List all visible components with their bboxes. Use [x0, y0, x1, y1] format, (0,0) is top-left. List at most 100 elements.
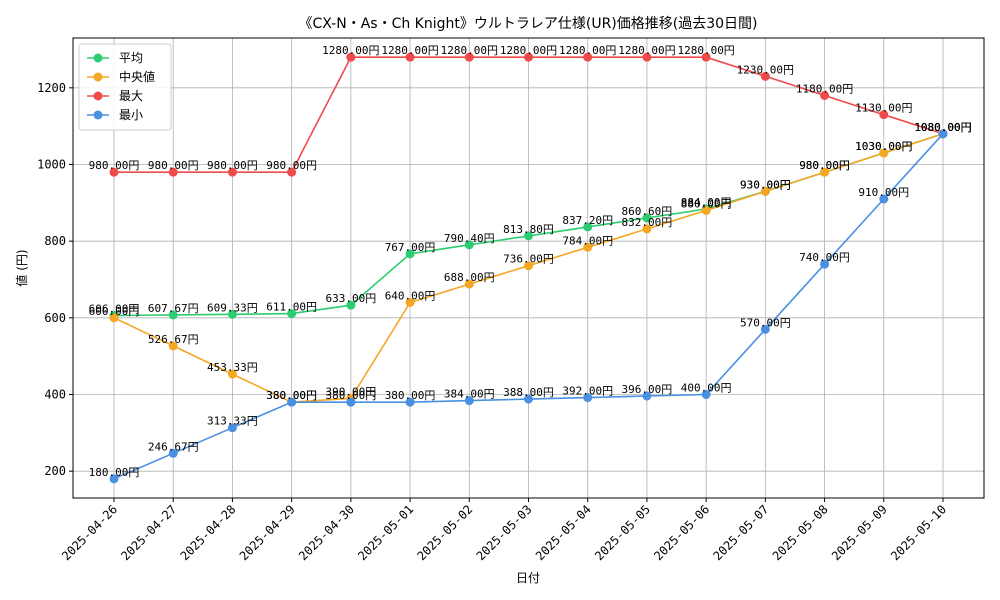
data-label: 740.00円 [799, 251, 850, 264]
data-point [524, 231, 533, 241]
y-tick-label: 600 [44, 311, 66, 325]
data-label: 1080.00円 [914, 121, 971, 134]
data-label: 1280.00円 [441, 44, 498, 57]
data-label: 180.00円 [89, 466, 140, 479]
legend-box [78, 43, 172, 131]
data-label: 1280.00円 [381, 44, 438, 57]
x-tick-label: 2025-05-07 [710, 502, 771, 563]
data-point [346, 300, 356, 310]
axes: 200 400 600 800 1000 1200 2025-04-262025-04-27… [37, 81, 949, 563]
data-point [760, 186, 770, 196]
data-label: 380.00円 [325, 389, 376, 402]
data-label: 813.80円 [503, 223, 554, 236]
data-point [642, 391, 652, 401]
data-label: 570.00円 [740, 316, 791, 329]
legend-label: 中央値 [119, 69, 155, 84]
x-tick-label: 2025-05-02 [414, 502, 475, 563]
data-point [109, 474, 119, 484]
x-tick-label: 2025-04-29 [237, 502, 298, 563]
data-label: 609.33円 [207, 301, 258, 314]
data-labels: 606.00円 607.67円 609.33円 611.00円 633.00円 767.0… [89, 44, 972, 479]
legend-marker [93, 53, 103, 63]
data-label: 611.00円 [266, 301, 317, 314]
data-point [346, 397, 356, 407]
data-label: 736.00円 [503, 253, 554, 266]
data-point [168, 448, 178, 458]
data-point [405, 298, 415, 307]
data-point [405, 397, 415, 407]
data-label: 980.00円 [89, 159, 140, 172]
data-label: 884.00円 [681, 196, 732, 209]
data-point [227, 423, 237, 433]
data-label: 526.67円 [148, 333, 199, 346]
data-point [879, 148, 889, 158]
data-point [524, 52, 533, 62]
data-label: 388.00円 [503, 386, 554, 399]
data-point [168, 167, 178, 177]
y-tick-label: 200 [44, 464, 66, 478]
data-point [879, 110, 889, 120]
data-label: 1280.00円 [618, 44, 675, 57]
x-tick-label: 2025-05-06 [651, 502, 712, 563]
data-label: 1080.00円 [914, 121, 971, 134]
data-label: 1080.00円 [914, 121, 971, 134]
data-point [760, 324, 770, 334]
data-label: 1030.00円 [855, 140, 912, 153]
data-label: 1230.00円 [737, 63, 794, 76]
data-point [287, 397, 297, 407]
data-point [583, 222, 593, 232]
data-label: 790.40円 [444, 232, 495, 245]
data-label: 980.00円 [266, 159, 317, 172]
data-label: 380.00円 [385, 389, 436, 402]
x-axis-title: 日付 [516, 571, 540, 585]
data-point [405, 52, 415, 62]
data-point [464, 240, 474, 250]
data-point [642, 213, 652, 223]
data-point [820, 91, 830, 100]
data-point [227, 369, 237, 379]
x-tick-label: 2025-04-26 [59, 502, 120, 563]
legend-marker [93, 110, 103, 120]
data-label: 784.00円 [562, 234, 613, 247]
data-label: 396.00円 [622, 383, 673, 396]
x-tick-label: 2025-04-30 [296, 502, 357, 563]
data-point [701, 390, 711, 399]
data-label: 837.20円 [562, 214, 613, 227]
data-label: 392.00円 [562, 385, 613, 398]
data-label: 980.00円 [799, 159, 850, 172]
data-label: 860.60円 [622, 205, 673, 218]
data-point [346, 52, 356, 62]
data-label: 688.00円 [444, 271, 495, 284]
data-point [583, 52, 593, 62]
x-tick-label: 2025-05-04 [533, 502, 594, 563]
data-point [287, 309, 297, 319]
data-label: 380.00円 [266, 389, 317, 402]
data-point [820, 259, 830, 269]
data-label: 380.00円 [266, 389, 317, 402]
data-label: 767.00円 [385, 241, 436, 254]
data-point [524, 394, 533, 404]
legend-label: 平均 [119, 51, 143, 65]
data-point [524, 261, 533, 271]
data-point [642, 52, 652, 62]
data-label: 910.00円 [858, 186, 909, 199]
data-label: 832.00円 [622, 216, 673, 229]
data-point [464, 396, 474, 406]
data-point [464, 279, 474, 289]
data-point [168, 310, 178, 320]
data-point [405, 249, 415, 259]
data-label: 980.00円 [148, 159, 199, 172]
data-label: 930.00円 [740, 178, 791, 191]
data-label: 1280.00円 [559, 44, 616, 57]
data-point [820, 167, 830, 177]
data-label: 1130.00円 [855, 102, 912, 115]
data-label: 390.00円 [325, 385, 376, 398]
data-label: 980.00円 [207, 159, 258, 172]
data-label: 400.00円 [681, 382, 732, 395]
data-label: 633.00円 [325, 292, 376, 305]
y-axis-title: 値 (円) [14, 249, 29, 286]
x-tick-label: 2025-05-08 [770, 502, 831, 563]
legend-label: 最小 [119, 108, 143, 122]
